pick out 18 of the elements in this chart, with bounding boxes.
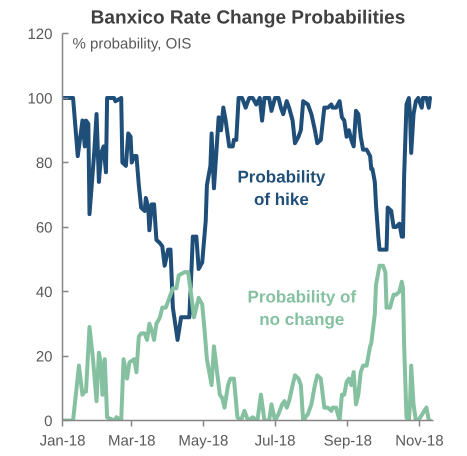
line-series (62, 96, 432, 342)
x-tick-label: Nov-18 (395, 432, 444, 450)
x-tick-label: Jan-18 (40, 432, 86, 450)
y-tick-label: 0 (44, 413, 52, 430)
series-label: Probability of hike (237, 167, 326, 210)
y-tick-label: 120 (27, 26, 53, 43)
y-tick-label: 60 (36, 220, 53, 236)
x-tick-label: Sep-18 (324, 432, 372, 450)
y-axis-title: % probability, OIS (72, 36, 192, 52)
chart-title: Banxico Rate Change Probabilities (90, 8, 406, 28)
y-tick-label: 20 (36, 348, 53, 366)
x-tick-label: Jul-18 (254, 432, 296, 450)
y-tick-label: 80 (36, 155, 53, 172)
x-tick-label: Mar-18 (108, 432, 156, 450)
series-label: Probability of no change (247, 287, 356, 330)
y-tick-label: 40 (36, 284, 53, 301)
y-tick-label: 100 (27, 90, 53, 108)
x-tick-label: May-18 (178, 432, 228, 450)
